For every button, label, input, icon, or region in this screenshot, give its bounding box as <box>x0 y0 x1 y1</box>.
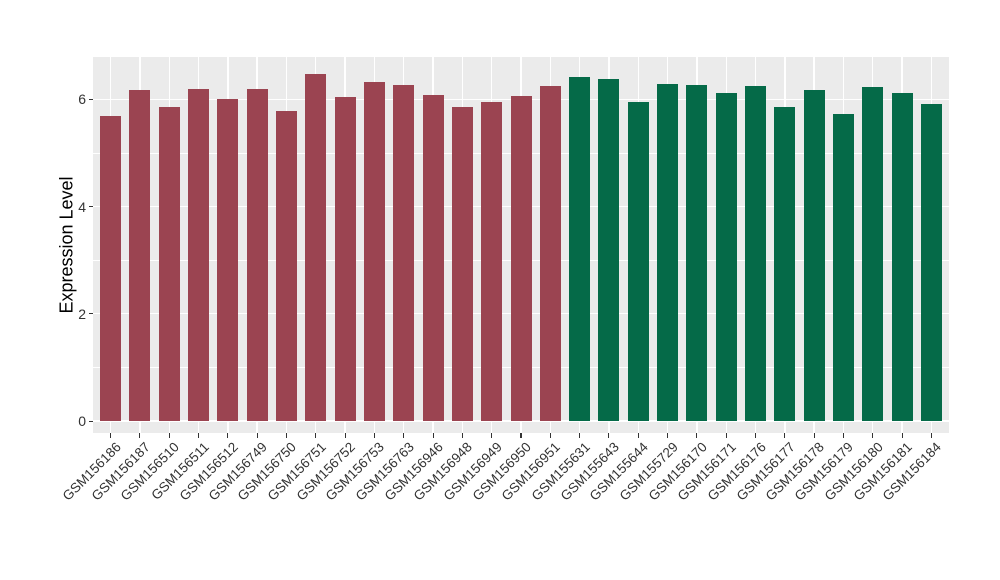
x-tick-mark <box>637 433 639 438</box>
bar-GSM156179 <box>832 113 854 421</box>
x-tick-mark <box>432 433 434 438</box>
bar-GSM156751 <box>305 74 327 421</box>
x-tick-mark <box>784 433 786 438</box>
bar-GSM156170 <box>686 84 708 421</box>
bar-GSM156750 <box>275 111 297 421</box>
y-tick-label: 2 <box>78 305 86 322</box>
bar-GSM156512 <box>217 99 239 421</box>
bar-GSM155644 <box>627 102 649 421</box>
x-tick-mark <box>842 433 844 438</box>
x-tick-mark <box>872 433 874 438</box>
y-axis-title: Expression Level <box>56 176 77 314</box>
x-tick-mark <box>110 433 112 438</box>
bar-GSM156178 <box>803 89 825 421</box>
bar-GSM156749 <box>246 89 268 421</box>
bar-GSM156948 <box>451 106 473 421</box>
y-tick-mark <box>88 98 93 100</box>
x-tick-mark <box>344 433 346 438</box>
x-tick-mark <box>403 433 405 438</box>
bar-GSM156949 <box>481 101 503 421</box>
y-tick-label: 6 <box>78 91 86 108</box>
y-tick-mark <box>88 313 93 315</box>
x-tick-mark <box>930 433 932 438</box>
bar-GSM156176 <box>745 85 767 421</box>
bar-GSM156763 <box>393 84 415 421</box>
x-tick-mark <box>461 433 463 438</box>
x-tick-mark <box>696 433 698 438</box>
y-tick-label: 0 <box>78 413 86 429</box>
bar-GSM155631 <box>569 76 591 421</box>
x-tick-mark <box>754 433 757 438</box>
bar-GSM156181 <box>891 93 913 421</box>
bar-GSM156951 <box>539 86 561 421</box>
x-tick-mark <box>549 433 551 438</box>
bar-GSM156510 <box>158 107 180 421</box>
y-tick-label: 4 <box>78 198 86 215</box>
x-tick-mark <box>608 433 610 438</box>
x-tick-mark <box>315 433 317 438</box>
x-tick-mark <box>285 433 288 438</box>
bar-GSM156184 <box>920 104 942 421</box>
x-tick-mark <box>667 433 669 438</box>
x-tick-mark <box>725 433 727 438</box>
x-tick-mark <box>256 433 258 438</box>
bar-GSM156752 <box>334 97 356 421</box>
x-tick-mark <box>491 433 493 438</box>
plot-panel <box>93 57 949 433</box>
x-tick-mark <box>139 433 141 438</box>
x-tick-mark <box>579 433 581 438</box>
bar-GSM156511 <box>188 89 210 421</box>
x-tick-mark <box>168 433 170 438</box>
bar-GSM156753 <box>363 81 385 421</box>
bar-GSM156186 <box>100 116 122 421</box>
x-tick-mark <box>813 433 815 438</box>
bar-GSM156946 <box>422 94 444 421</box>
y-tick-mark <box>88 420 93 422</box>
y-tick-mark <box>88 206 93 208</box>
bar-GSM156171 <box>715 93 737 421</box>
bar-GSM156177 <box>774 107 796 421</box>
x-tick-mark <box>227 433 229 438</box>
x-tick-mark <box>520 433 522 438</box>
x-tick-mark <box>901 433 903 438</box>
bar-GSM156180 <box>862 86 884 421</box>
bar-GSM155729 <box>657 83 679 421</box>
bar-GSM156950 <box>510 96 532 421</box>
bar-GSM156187 <box>129 90 151 421</box>
x-tick-mark <box>373 433 375 438</box>
x-tick-mark <box>197 433 200 438</box>
bar-GSM155643 <box>598 78 620 421</box>
